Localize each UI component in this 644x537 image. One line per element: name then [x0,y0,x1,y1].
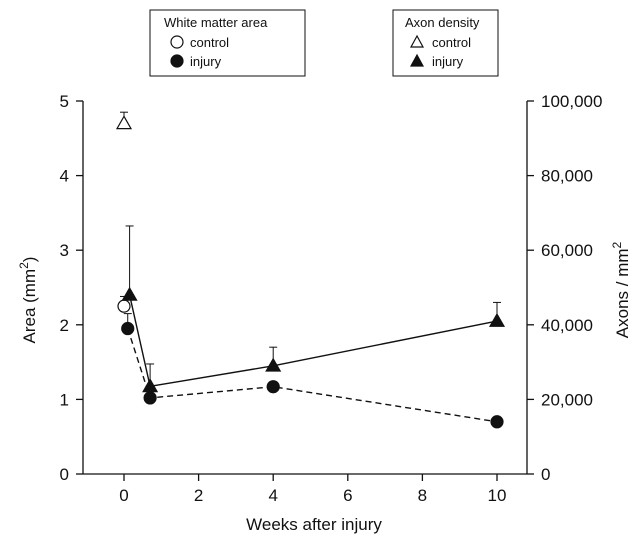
right-y-axis-title: Axons / mm2 [610,241,632,338]
series-layer [115,111,506,429]
x-tick-label: 4 [268,486,277,505]
left-y-tick-label: 4 [60,167,69,186]
x-tick-label: 0 [119,486,128,505]
x-axis-title: Weeks after injury [246,515,382,534]
left-y-tick-label: 3 [60,241,69,260]
x-tick-label: 2 [194,486,203,505]
data-point-filled-triangle [142,378,159,393]
left-y-tick-label: 5 [60,92,69,111]
right-y-tick-label: 40,000 [541,316,593,335]
legend-entry-label: control [190,35,229,50]
legend-marker-open-triangle [409,34,425,48]
series-open-triangle [115,111,133,130]
legend-marker-open-circle [170,35,184,49]
legend-title: White matter area [164,15,268,30]
right-y-axis-title-sup: 2 [610,241,624,248]
x-tick-label: 8 [418,486,427,505]
right-y-tick-label: 100,000 [541,92,602,111]
data-point-filled-circle [266,380,280,394]
legend-title: Axon density [405,15,480,30]
left-y-tick-label: 1 [60,390,69,409]
data-point-filled-triangle [488,312,506,327]
left-y-axis-title: Area (mm2) [17,257,39,344]
legend-entry-label: control [432,35,471,50]
data-point-filled-triangle [121,286,138,301]
data-point-open-circle [117,299,131,313]
legend-entry-label: injury [190,54,222,69]
left-y-axis-title-close: ) [20,257,39,263]
legend-box [392,9,499,77]
series-filled-circle [121,313,504,429]
legend-white-matter-area: White matter area control injury [149,9,306,77]
legend-entry-label: injury [432,54,464,69]
series-line [128,294,498,388]
data-point-filled-triangle [265,357,282,372]
right-y-tick-label: 60,000 [541,241,593,260]
legend-marker-filled-triangle [409,53,425,67]
right-y-axis-title-text: Axons / mm [613,248,632,338]
axes: 0 1 2 3 4 5 0 20,000 40,000 60,000 80,000 100,000 0 2… [60,92,603,505]
x-tick-label: 10 [488,486,507,505]
data-point-filled-circle [143,391,157,405]
left-y-tick-label: 2 [60,316,69,335]
left-y-axis-title-text: Area (mm [20,269,39,344]
right-y-tick-label: 80,000 [541,167,593,186]
left-y-axis-title-sup: 2 [17,262,31,269]
series-filled-triangle [121,225,506,393]
legend-axon-density: Axon density control injury [392,9,499,77]
right-y-tick-label: 20,000 [541,390,593,409]
data-point-filled-circle [121,321,135,336]
right-y-tick-label: 0 [541,465,550,484]
x-tick-label: 6 [343,486,352,505]
data-point-open-triangle [115,115,133,130]
legend-marker-filled-circle [170,54,184,68]
data-point-filled-circle [490,415,504,429]
series-line [127,328,498,423]
left-y-tick-label: 0 [60,465,69,484]
